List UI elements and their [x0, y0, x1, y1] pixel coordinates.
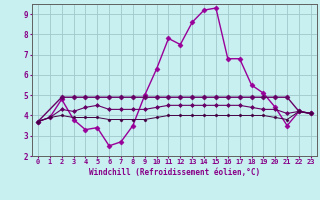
X-axis label: Windchill (Refroidissement éolien,°C): Windchill (Refroidissement éolien,°C)	[89, 168, 260, 177]
